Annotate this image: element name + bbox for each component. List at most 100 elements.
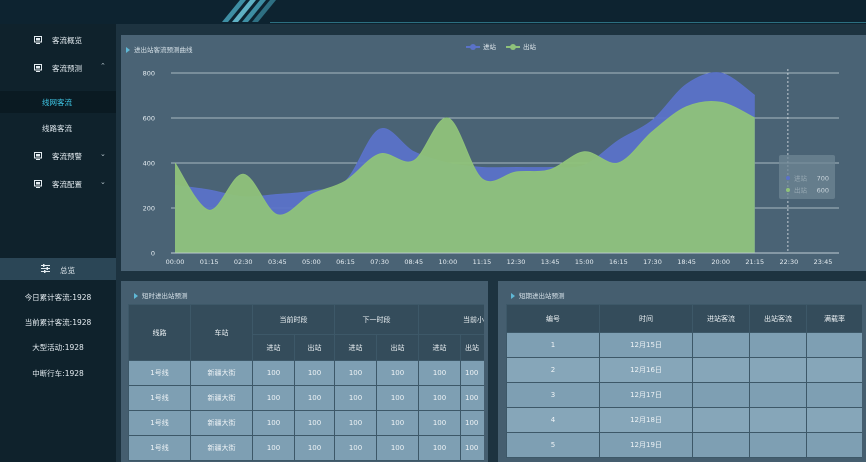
table-cell: 1号线 — [128, 360, 191, 386]
tooltip-value: 700 — [817, 175, 829, 183]
header-line: 线路 — [128, 304, 191, 361]
table-cell — [749, 407, 807, 433]
table-cell: 100 — [376, 360, 419, 386]
y-tick-label: 600 — [143, 115, 155, 123]
sidebar-item-overview[interactable]: 客流概览 — [0, 29, 116, 51]
header-in: 进站 — [334, 334, 377, 361]
x-tick-label: 13:45 — [541, 258, 560, 266]
chart-panel-title: 进出站客流预测曲线 — [126, 44, 193, 54]
x-tick-label: 21:15 — [745, 258, 764, 266]
table-header-cell: 进站客流 — [692, 304, 750, 333]
chevron-up-icon: ⌃ — [100, 62, 106, 70]
table-cell: 100 — [460, 385, 484, 411]
header-station: 车站 — [190, 304, 253, 361]
table-cell: 100 — [334, 435, 377, 461]
table-cell: 100 — [294, 360, 335, 386]
table-cell: 12月19日 — [599, 432, 693, 458]
legend-item-out[interactable]: 出站 — [506, 41, 536, 51]
period-forecast-table-wrap[interactable]: 编号 时间 进站客流 出站客流 满载率 1 12月15日 2 12月16日 3 12月17日 4 12… — [506, 304, 862, 462]
sidebar-item-forecast[interactable]: 客流预测 ⌃ — [0, 57, 116, 79]
short-term-panel-title: 短时进出站预测 — [134, 290, 188, 300]
header-out: 出站 — [376, 334, 419, 361]
table-cell: 100 — [460, 360, 484, 386]
table-cell: 12月16日 — [599, 357, 693, 383]
x-tick-label: 05:00 — [302, 258, 321, 266]
table-cell: 100 — [418, 385, 461, 411]
table-cell — [692, 432, 750, 458]
tooltip-marker-icon — [786, 176, 790, 180]
table-cell: 100 — [460, 435, 484, 461]
table-cell: 100 — [252, 360, 295, 386]
table-cell: 100 — [376, 435, 419, 461]
x-tick-label: 01:15 — [200, 258, 219, 266]
x-tick-label: 11:15 — [473, 258, 492, 266]
table-cell — [692, 332, 750, 358]
legend-marker-icon — [466, 44, 480, 50]
x-tick-label: 18:45 — [677, 258, 696, 266]
table-cell: 1号线 — [128, 410, 191, 436]
header-in: 进站 — [418, 334, 461, 361]
table-row[interactable]: 3 12月17日 — [506, 382, 862, 408]
table-cell: 1号线 — [128, 385, 191, 411]
table-row[interactable]: 1号线 新疆大街 100 100 100 100 100 100 — [128, 360, 484, 386]
table-cell: 100 — [252, 435, 295, 461]
tooltip-value: 600 — [817, 187, 829, 195]
table-row[interactable]: 5 12月19日 — [506, 432, 862, 458]
table-row[interactable]: 1号线 新疆大街 100 100 100 100 100 100 — [128, 410, 484, 436]
table-cell — [749, 332, 807, 358]
short-term-table-wrap[interactable]: 线路 车站 当前时段 下一时段 当前小时 进站 出站 进站 出站 进站 出站 1… — [128, 304, 484, 462]
table-row[interactable]: 1号线 新疆大街 100 100 100 100 100 100 — [128, 385, 484, 411]
sidebar-item-config[interactable]: 客流配置 ⌄ — [0, 173, 116, 195]
x-tick-label: 02:30 — [234, 258, 253, 266]
table-row[interactable]: 1 12月15日 — [506, 332, 862, 358]
sidebar-subitem-network[interactable]: 线网客流 — [0, 91, 116, 113]
x-tick-label: 16:15 — [609, 258, 628, 266]
table-row[interactable]: 2 12月16日 — [506, 357, 862, 383]
table-cell — [806, 332, 862, 358]
chevron-down-icon: ⌄ — [100, 150, 106, 158]
table-cell: 100 — [334, 360, 377, 386]
header-decoration — [222, 0, 276, 22]
stat-today-total: 今日累计客流:1928 — [24, 293, 92, 302]
table-header-cell: 时间 — [599, 304, 693, 333]
legend-marker-icon — [506, 44, 520, 50]
header-out: 出站 — [294, 334, 335, 361]
table-cell: 1号线 — [128, 435, 191, 461]
x-tick-label: 20:00 — [711, 258, 730, 266]
x-tick-label: 22:30 — [780, 258, 799, 266]
table-cell: 3 — [506, 382, 600, 408]
y-tick-label: 200 — [143, 205, 155, 213]
x-tick-label: 08:45 — [404, 258, 423, 266]
sidebar-item-label: 客流概览 — [52, 36, 82, 45]
table-cell — [749, 357, 807, 383]
sidebar-subitem-line[interactable]: 线路客流 — [0, 117, 116, 139]
table-header-cell: 出站客流 — [749, 304, 807, 333]
sidebar-item-label: 客流配置 — [52, 180, 82, 189]
table-cell: 100 — [294, 435, 335, 461]
table-row[interactable]: 1号线 新疆大街 100 100 100 100 100 100 — [128, 435, 484, 461]
x-tick-label: 00:00 — [166, 258, 185, 266]
x-tick-label: 03:45 — [268, 258, 287, 266]
tooltip-marker-icon — [786, 188, 790, 192]
table-row[interactable]: 4 12月18日 — [506, 407, 862, 433]
monitor-icon — [34, 180, 42, 188]
table-cell: 100 — [252, 385, 295, 411]
table-cell — [749, 382, 807, 408]
passenger-flow-chart: 0 200 400 600 800 00:00 01:15 02:30 03:45 05:00 06… — [143, 69, 839, 266]
y-tick-label: 800 — [143, 70, 155, 78]
table-cell: 新疆大街 — [190, 410, 253, 436]
header-current-hour: 当前小时 — [418, 304, 484, 335]
period-forecast-table: 编号 时间 进站客流 出站客流 满载率 1 12月15日 2 12月16日 3 12月17日 4 12… — [506, 304, 862, 458]
tooltip-box — [779, 155, 835, 199]
summary-header[interactable]: 总览 — [0, 258, 116, 280]
table-cell: 5 — [506, 432, 600, 458]
table-cell: 12月18日 — [599, 407, 693, 433]
table-cell: 新疆大街 — [190, 360, 253, 386]
legend-item-in[interactable]: 进站 — [466, 41, 496, 51]
sliders-icon — [41, 264, 50, 273]
table-cell: 100 — [460, 410, 484, 436]
sidebar-item-warning[interactable]: 客流预警 ⌄ — [0, 145, 116, 167]
header-current-period: 当前时段 — [252, 304, 335, 335]
x-tick-label: 12:30 — [507, 258, 526, 266]
table-cell: 2 — [506, 357, 600, 383]
